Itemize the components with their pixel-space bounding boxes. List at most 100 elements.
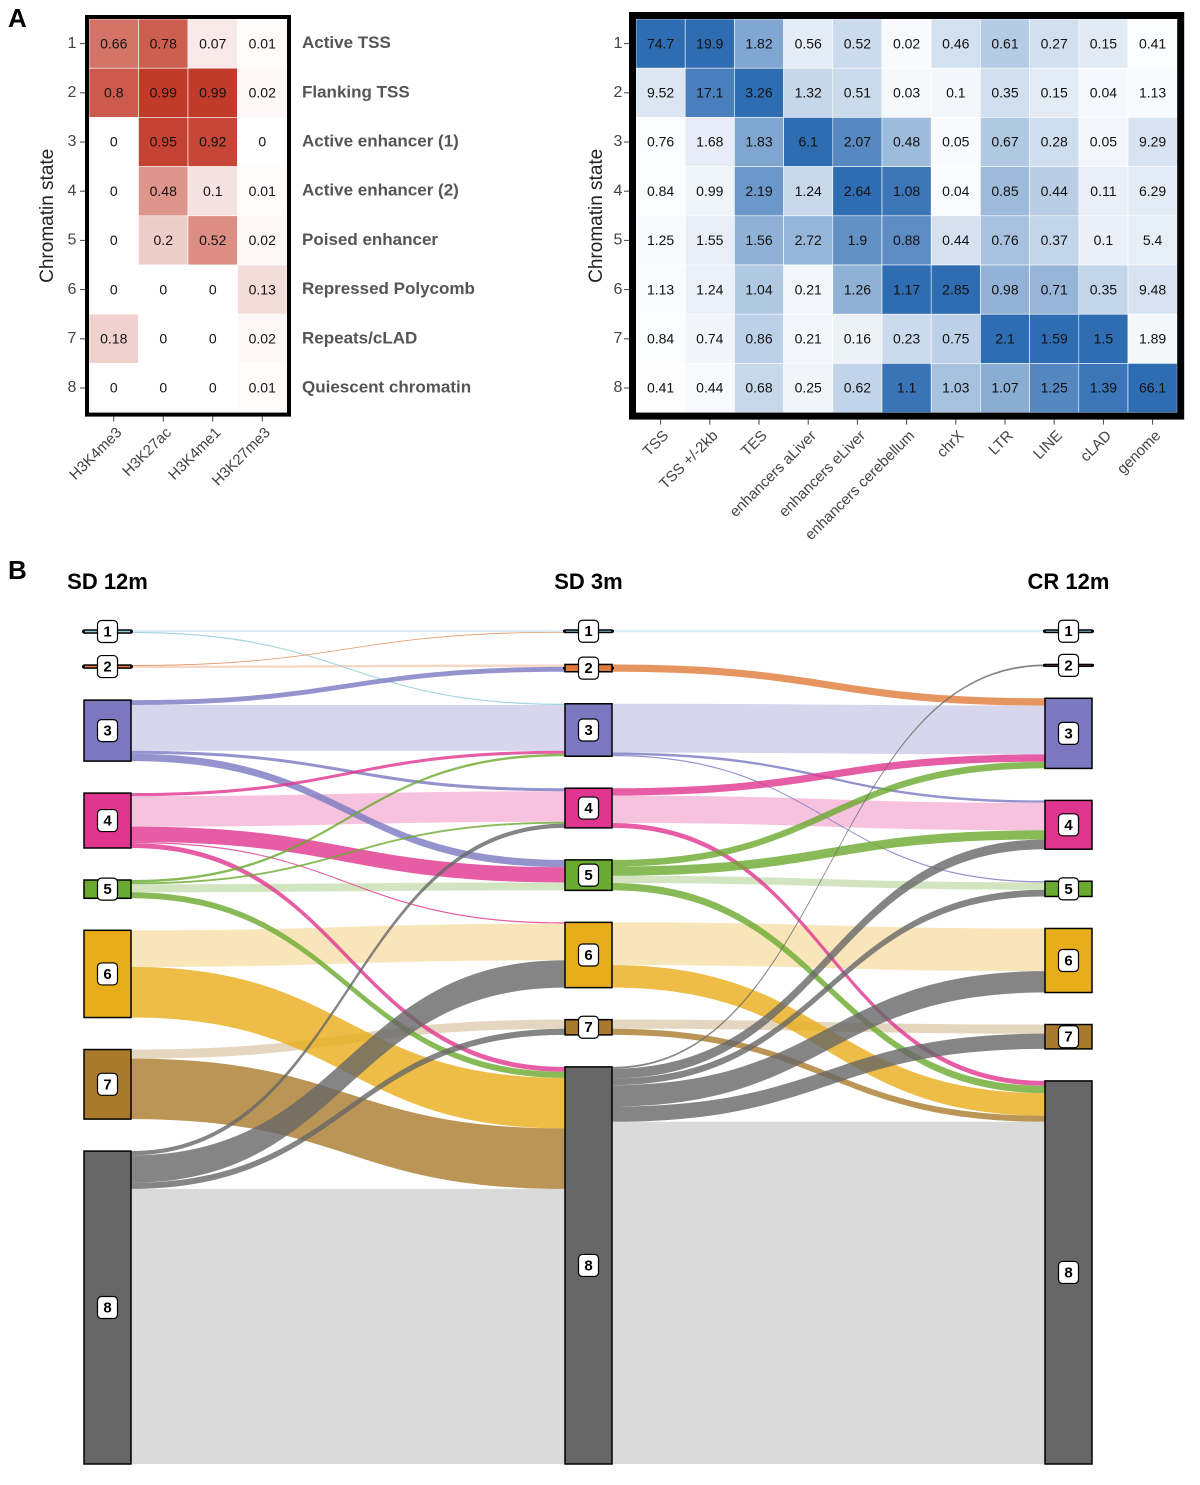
cell-value: 0.37 [1041,232,1068,248]
flow [131,704,565,751]
heat-cell [930,67,981,118]
row-number: 3 [614,133,623,150]
node-label-box [96,808,119,833]
cell-value: 0.68 [745,380,772,396]
node-label: 1 [103,623,111,640]
heat-cell [635,67,686,118]
flow [131,631,565,666]
flow [131,843,565,1072]
column-label: cLAD [1077,427,1115,465]
cell-value: 9.52 [647,85,674,101]
row-number: 6 [614,281,623,298]
state-label: Quiescent chromatin [302,377,471,396]
heat-cell [783,313,834,364]
heat-cell [88,18,139,69]
cell-value: 2.72 [795,232,822,248]
heat-cell [734,67,784,118]
heat-cell [187,313,238,364]
cell-value: 0.88 [893,232,920,248]
row-number: 7 [68,330,77,347]
cell-value: 0.18 [100,331,127,347]
node-label-box [577,718,600,742]
row-number: 8 [68,379,77,396]
heatmap-frame [629,12,1185,420]
cell-value: 0 [159,331,167,347]
heat-cell [881,166,932,217]
node-label-box [1057,877,1080,901]
heat-cell [684,215,735,266]
node-label-box [577,863,600,887]
cell-value: 3.26 [745,85,772,101]
flow [131,966,565,1129]
heat-cell [684,313,735,364]
cell-value: 0.27 [1041,35,1068,51]
heat-cell [635,313,686,364]
cell-value: 6.29 [1139,183,1166,199]
node-label: 3 [1064,725,1072,742]
node-label: 1 [1064,623,1072,640]
flows [131,630,1045,1464]
cell-value: 9.48 [1139,281,1166,297]
cell-value: 1.39 [1090,380,1117,396]
cell-value: 0.07 [199,35,226,51]
cell-value: 74.7 [647,35,674,51]
cell-value: 0.15 [1041,85,1068,101]
heat-cell [187,363,238,413]
flow [612,755,1045,883]
node-label-box [577,1253,600,1278]
cell-value: 2.19 [745,183,772,199]
cell-value: 0.02 [249,232,276,248]
cell-value: 1.17 [893,281,920,297]
node-label: 5 [584,867,592,884]
node-label-box [1057,1025,1080,1049]
cell-value: 0 [159,281,167,297]
node-label-box [96,718,119,743]
node-label: 5 [103,881,111,898]
flow [612,754,1045,796]
state-label: Repeats/cLAD [302,328,417,347]
cell-value: 0.75 [942,331,969,347]
flow [612,1033,1045,1122]
row-number: 6 [68,281,77,298]
cell-value: 1.55 [696,232,723,248]
state-label: Flanking TSS [302,82,410,101]
cell-value: 0.56 [795,35,822,51]
heat-cell [1127,117,1178,167]
heat-cell [783,363,834,413]
cell-value: 1.89 [1139,331,1166,347]
cell-value: 0.67 [991,134,1018,150]
cell-value: 2.85 [942,281,969,297]
cell-value: 0 [209,281,217,297]
row-number: 4 [614,182,623,199]
heat-cell [1029,215,1080,266]
node-label-box [577,796,600,820]
node-label: 2 [103,659,111,676]
cell-value: 0.8 [104,85,124,101]
heat-cell [783,166,834,217]
cell-value: 0.48 [893,134,920,150]
cell-value: 0.16 [844,331,871,347]
cell-value: 0.52 [199,232,226,248]
heat-cell [237,18,288,69]
flow [131,631,565,705]
flow [131,666,565,705]
flow [612,630,1045,633]
heat-cell [635,363,686,413]
heat-cell [881,363,932,413]
heat-cell [1029,313,1080,364]
heat-cell [237,313,288,364]
node-label-box [1057,653,1080,677]
node-label-box [1057,1260,1080,1285]
heat-cell [1127,313,1178,364]
flow [612,761,1045,867]
row-number: 7 [614,330,623,347]
cell-value: 0.05 [1090,134,1117,150]
heat-cell [832,264,883,315]
heat-cell [980,166,1030,217]
cell-value: 0.35 [1090,281,1117,297]
cell-value: 1.03 [942,380,969,396]
heat-cell [1078,166,1129,217]
cell-value: 1.68 [696,134,723,150]
cell-value: 1.32 [795,85,822,101]
